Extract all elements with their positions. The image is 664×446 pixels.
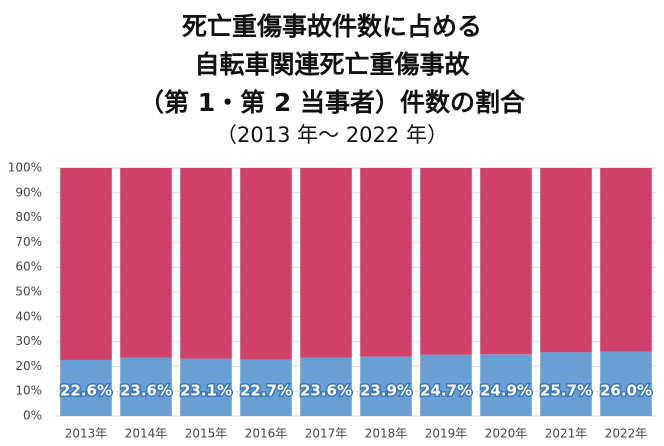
- bar-segment: [240, 359, 292, 416]
- bar-segment: [480, 168, 532, 355]
- y-tick-label: 20%: [15, 359, 42, 373]
- x-tick-label: 2015年: [185, 427, 228, 441]
- data-label: 23.6%: [120, 382, 172, 400]
- x-tick-label: 2022年: [605, 427, 648, 441]
- y-tick-label: 70%: [15, 235, 42, 249]
- bar-segment: [300, 168, 352, 358]
- bar-segment: [540, 168, 592, 353]
- bar-segment: [180, 358, 232, 416]
- y-tick-label: 90%: [15, 185, 42, 199]
- chart-title: （第 1・第 2 当事者）件数の割合: [139, 88, 526, 117]
- data-label: 23.6%: [300, 382, 352, 400]
- y-tick-label: 40%: [15, 309, 42, 323]
- bar-segment: [600, 351, 652, 416]
- data-label: 24.7%: [420, 382, 472, 400]
- x-tick-label: 2018年: [365, 427, 408, 441]
- y-tick-label: 0%: [23, 409, 42, 423]
- chart-title: 自転車関連死亡重傷事故: [194, 50, 470, 79]
- data-label: 23.1%: [180, 382, 232, 400]
- y-tick-label: 80%: [15, 210, 42, 224]
- bar-segment: [420, 354, 472, 416]
- data-label: 24.9%: [480, 382, 532, 400]
- chart-title: 死亡重傷事故件数に占める: [182, 12, 482, 41]
- data-label: 26.0%: [600, 382, 652, 400]
- bar-segment: [60, 359, 112, 416]
- x-tick-label: 2020年: [485, 427, 528, 441]
- bar-segment: [240, 168, 292, 360]
- bar-segment: [600, 168, 652, 352]
- x-tick-label: 2017年: [305, 427, 348, 441]
- data-label: 22.7%: [240, 382, 292, 400]
- chart-subtitle: （2013 年〜 2022 年）: [216, 123, 448, 147]
- y-tick-label: 50%: [15, 285, 42, 299]
- x-tick-label: 2019年: [425, 427, 468, 441]
- bar-segment: [480, 354, 532, 416]
- bar-segment: [60, 168, 112, 360]
- x-tick-label: 2013年: [65, 427, 108, 441]
- bar-segment: [540, 352, 592, 416]
- data-label: 22.6%: [60, 382, 112, 400]
- data-label: 25.7%: [540, 382, 592, 400]
- bar-segment: [360, 168, 412, 357]
- x-tick-label: 2016年: [245, 427, 288, 441]
- bar-segment: [360, 356, 412, 416]
- data-label: 23.9%: [360, 382, 412, 400]
- y-tick-label: 30%: [15, 334, 42, 348]
- y-tick-label: 100%: [8, 161, 42, 175]
- bar-segment: [300, 357, 352, 416]
- x-tick-label: 2021年: [545, 427, 588, 441]
- y-tick-label: 10%: [15, 384, 42, 398]
- y-tick-label: 60%: [15, 260, 42, 274]
- bar-segment: [180, 168, 232, 359]
- bar-segment: [120, 357, 172, 416]
- bar-segment: [420, 168, 472, 355]
- bar-segment: [120, 168, 172, 358]
- x-tick-label: 2014年: [125, 427, 168, 441]
